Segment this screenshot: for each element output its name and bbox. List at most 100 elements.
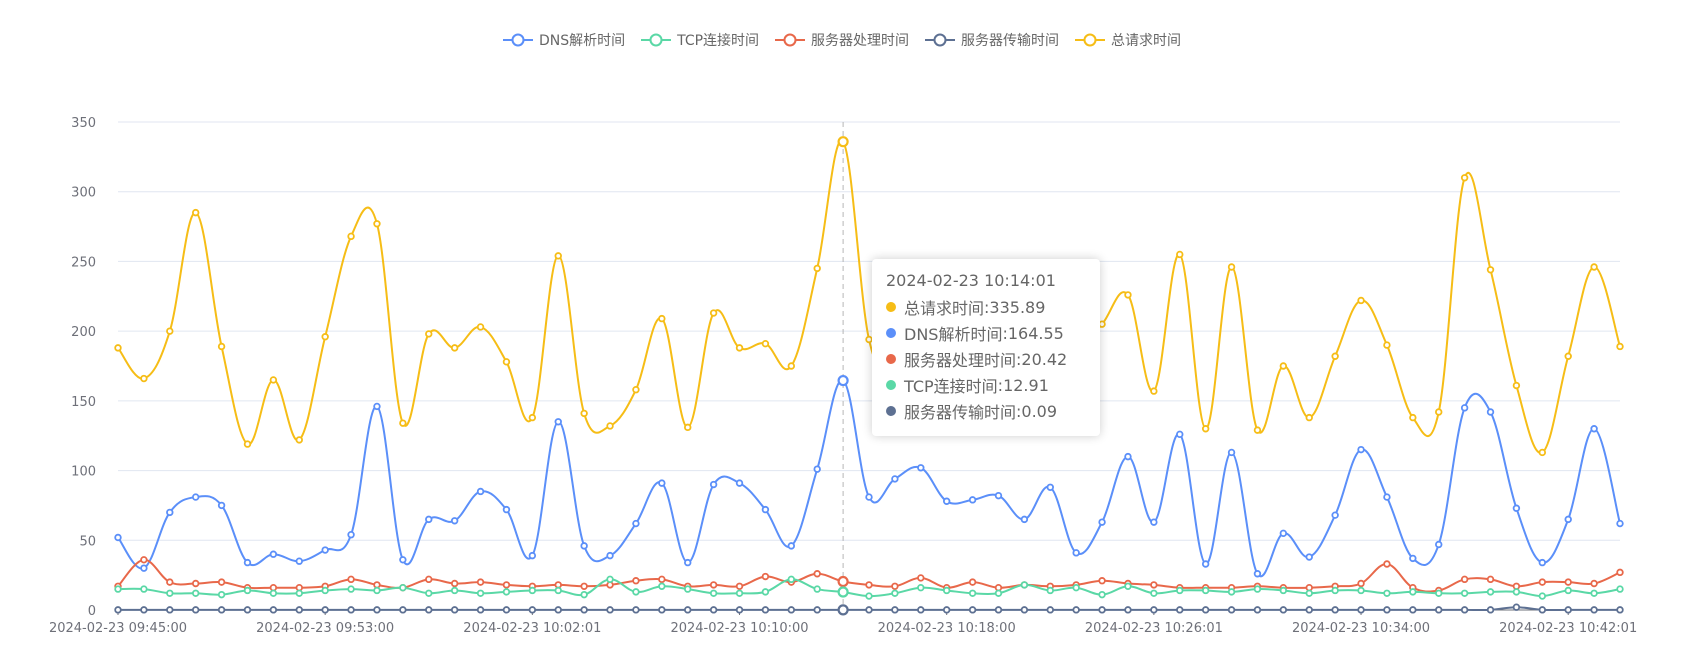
data-point: [1512, 381, 1521, 390]
data-point: [347, 606, 355, 614]
data-point: [1227, 606, 1236, 614]
data-point: [554, 606, 562, 614]
data-point: [891, 589, 899, 597]
data-point: [321, 333, 329, 341]
data-point: [968, 606, 977, 614]
y-tick-label: 150: [71, 395, 96, 410]
data-point: [347, 575, 355, 584]
data-point: [321, 546, 329, 554]
data-point: [968, 578, 977, 586]
data-point: [891, 475, 899, 483]
legend-item[interactable]: 服务器处理时间: [775, 30, 909, 50]
data-point: [1098, 320, 1106, 328]
data-point: [450, 586, 459, 595]
data-point: [580, 409, 588, 418]
data-point: [373, 606, 381, 614]
data-point: [1201, 606, 1210, 614]
data-point: [580, 542, 588, 550]
data-point: [1357, 606, 1365, 614]
data-point: [1201, 560, 1210, 568]
data-point: [1279, 362, 1288, 370]
data-point: [1383, 341, 1391, 349]
data-point: [865, 335, 873, 344]
legend-item[interactable]: DNS解析时间: [502, 30, 626, 50]
data-point: [865, 581, 873, 589]
data-point: [1253, 570, 1262, 578]
chart-legend: DNS解析时间 TCP连接时间 服务器处理时间 服务器传输时间 总请求时间: [0, 30, 1684, 50]
data-point: [295, 436, 303, 444]
data-point: [1331, 352, 1339, 360]
data-point: [243, 606, 252, 614]
data-point: [1616, 585, 1624, 593]
tooltip-value: 335.89: [989, 297, 1046, 317]
data-point: [1435, 606, 1443, 614]
y-tick-label: 300: [71, 186, 96, 201]
data-point: [709, 581, 718, 589]
data-point: [865, 493, 873, 501]
x-tick-label: 2024-02-23 09:45:00: [49, 621, 187, 636]
data-point: [580, 590, 588, 599]
data-point: [1486, 266, 1495, 274]
data-point: [217, 606, 226, 614]
data-point: [166, 508, 174, 517]
legend-label: 总请求时间: [1111, 33, 1182, 49]
data-point: [1538, 558, 1547, 567]
data-point: [1512, 504, 1521, 512]
data-point: [399, 419, 407, 427]
data-point: [891, 582, 899, 590]
data-point: [658, 606, 666, 614]
data-point: [735, 344, 744, 352]
tooltip-row: 总请求时间: 335.89: [886, 294, 1086, 320]
data-point: [269, 376, 278, 384]
data-point: [787, 606, 796, 614]
tooltip-title: 2024-02-23 10:14:01: [886, 271, 1056, 290]
legend-line-circle-icon: [641, 33, 672, 47]
data-point: [166, 606, 174, 614]
data-point: [295, 589, 303, 597]
data-point: [1435, 589, 1443, 597]
data-point: [1512, 603, 1521, 611]
data-point: [528, 413, 537, 422]
data-point: [1538, 578, 1547, 586]
data-point: [166, 327, 174, 335]
legend-item[interactable]: TCP连接时间: [641, 30, 759, 50]
legend-item[interactable]: 服务器传输时间: [925, 30, 1059, 50]
series-dot-icon: [886, 406, 896, 416]
x-tick-label: 2024-02-23 10:18:00: [878, 621, 1016, 636]
data-point: [191, 579, 200, 588]
data-point: [166, 589, 174, 597]
data-point: [1460, 174, 1469, 182]
data-point: [968, 589, 977, 597]
data-point: [140, 585, 148, 593]
data-point: [813, 585, 821, 593]
data-point: [1253, 606, 1262, 614]
data-point: [373, 586, 381, 595]
data-point: [1460, 589, 1469, 597]
data-point: [191, 606, 200, 614]
data-point: [735, 582, 744, 590]
data-point: [269, 550, 278, 558]
legend-label: DNS解析时间: [538, 33, 626, 49]
data-point: [1176, 606, 1184, 614]
data-point: [1305, 413, 1313, 422]
data-point: [994, 589, 1003, 597]
data-point: [1150, 518, 1158, 526]
data-point: [632, 588, 640, 596]
data-point: [658, 314, 666, 323]
data-point: [1564, 352, 1572, 360]
tooltip-value: 0.09: [1021, 401, 1058, 421]
legend-item[interactable]: 总请求时间: [1075, 30, 1181, 50]
data-point: [476, 589, 485, 597]
data-point: [1486, 588, 1495, 596]
data-point: [502, 588, 511, 596]
data-point: [1176, 586, 1184, 595]
data-point: [735, 479, 744, 487]
data-point: [425, 606, 433, 614]
x-tick-label: 2024-02-23 10:26:01: [1085, 621, 1223, 636]
data-point: [1279, 586, 1288, 595]
data-point: [606, 575, 614, 584]
data-point: [1176, 430, 1184, 439]
data-point: [1409, 606, 1417, 614]
data-point: [114, 344, 122, 352]
data-point: [321, 606, 329, 614]
